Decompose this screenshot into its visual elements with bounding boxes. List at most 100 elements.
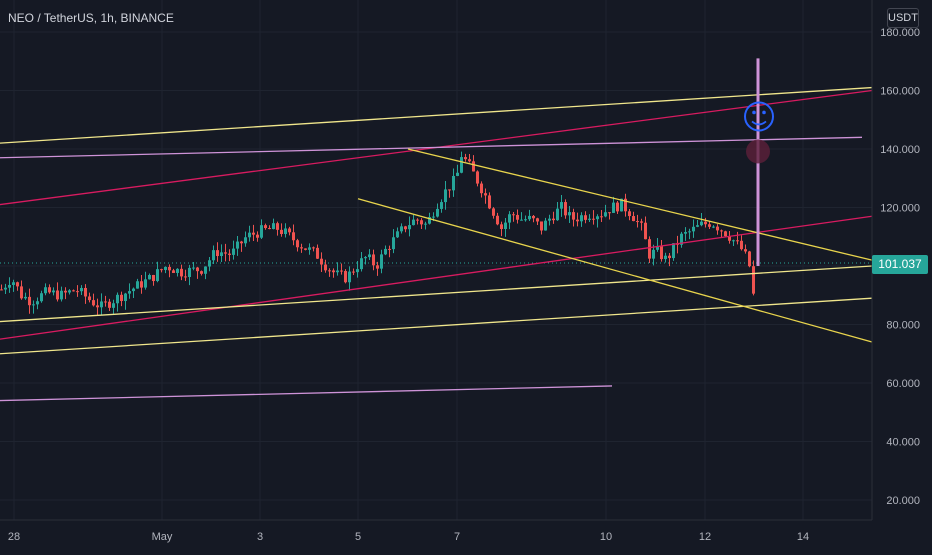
candle-body bbox=[396, 231, 399, 238]
candle-body bbox=[344, 271, 347, 283]
candle-body bbox=[76, 291, 79, 293]
candle-body bbox=[588, 218, 591, 220]
candle-body bbox=[56, 290, 59, 300]
candle-body bbox=[112, 303, 115, 308]
candle-body bbox=[524, 219, 527, 221]
candle-body bbox=[36, 301, 39, 305]
candle-body bbox=[84, 287, 87, 297]
x-tick-label: 28 bbox=[8, 531, 20, 543]
candle-body bbox=[704, 221, 707, 225]
candle-body bbox=[140, 281, 143, 288]
candle-body bbox=[100, 301, 103, 308]
candle-body bbox=[568, 212, 571, 216]
candle-body bbox=[96, 305, 99, 308]
candle-body bbox=[432, 216, 435, 218]
candle-body bbox=[708, 224, 711, 227]
currency-button[interactable]: USDT bbox=[887, 8, 919, 28]
candle-body bbox=[728, 236, 731, 241]
candle-body bbox=[620, 198, 623, 212]
candle-body bbox=[380, 254, 383, 269]
candle-body bbox=[300, 247, 303, 249]
candle-body bbox=[700, 221, 703, 226]
candle-body bbox=[288, 228, 291, 233]
trendline[interactable] bbox=[0, 265, 873, 323]
candle-body bbox=[8, 284, 11, 288]
candle-body bbox=[68, 290, 71, 293]
drawings-layer[interactable] bbox=[0, 58, 873, 402]
candle-body bbox=[664, 255, 667, 260]
candle-body bbox=[372, 254, 375, 266]
candle-body bbox=[164, 266, 167, 270]
candle-body bbox=[136, 281, 139, 289]
candle-body bbox=[736, 240, 739, 242]
candle-body bbox=[536, 218, 539, 222]
candle-body bbox=[12, 282, 15, 285]
y-tick-label: 20.000 bbox=[886, 495, 920, 507]
candle-body bbox=[576, 219, 579, 222]
x-tick-label: 14 bbox=[797, 531, 809, 543]
candle-body bbox=[428, 217, 431, 224]
candle-body bbox=[724, 231, 727, 237]
candle-body bbox=[364, 257, 367, 259]
candle-body bbox=[532, 215, 535, 219]
candle-body bbox=[628, 211, 631, 217]
candle-body bbox=[500, 224, 503, 229]
candle-body bbox=[228, 253, 231, 255]
trendline[interactable] bbox=[0, 385, 613, 402]
candle-body bbox=[32, 304, 35, 306]
candle-body bbox=[688, 231, 691, 233]
candle-body bbox=[192, 267, 195, 269]
candle-body bbox=[312, 247, 315, 249]
candle-body bbox=[752, 266, 755, 294]
candle-body bbox=[256, 234, 259, 238]
candle-body bbox=[252, 232, 255, 235]
candle-body bbox=[144, 279, 147, 288]
candle-body bbox=[304, 248, 307, 250]
candle-body bbox=[668, 255, 671, 259]
x-tick-label: May bbox=[152, 531, 173, 543]
smiley-face-icon[interactable] bbox=[744, 101, 774, 132]
candle-body bbox=[456, 172, 459, 176]
smiley-mouth-icon bbox=[751, 120, 767, 126]
candle-body bbox=[504, 222, 507, 229]
candle-body bbox=[660, 245, 663, 260]
candle-body bbox=[680, 233, 683, 245]
candle-body bbox=[656, 245, 659, 250]
x-tick-label: 7 bbox=[454, 531, 460, 543]
symbol-title: NEO / TetherUS, 1h, BINANCE bbox=[8, 11, 174, 25]
candle-body bbox=[720, 230, 723, 232]
candle-body bbox=[560, 202, 563, 209]
trendline[interactable] bbox=[0, 136, 863, 159]
candle-body bbox=[272, 223, 275, 230]
candle-body bbox=[640, 221, 643, 223]
candle-body bbox=[564, 202, 567, 216]
candle-body bbox=[168, 266, 171, 271]
candle-body bbox=[296, 240, 299, 248]
candle-body bbox=[44, 287, 47, 294]
candle-body bbox=[604, 212, 607, 217]
candle-body bbox=[408, 225, 411, 230]
trendline[interactable] bbox=[407, 148, 873, 261]
candle-body bbox=[412, 219, 415, 226]
candle-body bbox=[748, 251, 751, 267]
candle-body bbox=[572, 212, 575, 220]
candle-body bbox=[216, 250, 219, 257]
y-tick-label: 40.000 bbox=[886, 437, 920, 449]
candle-body bbox=[480, 183, 483, 194]
candle-body bbox=[520, 219, 523, 221]
candle-body bbox=[548, 218, 551, 221]
trendline[interactable] bbox=[0, 297, 873, 355]
trendline[interactable] bbox=[0, 215, 873, 340]
candle-body bbox=[308, 247, 311, 250]
candle-body bbox=[424, 223, 427, 225]
trendline[interactable] bbox=[357, 198, 873, 343]
candle-body bbox=[484, 193, 487, 196]
y-tick-label: 160.000 bbox=[880, 86, 920, 98]
candle-body bbox=[528, 215, 531, 220]
candle-body bbox=[224, 252, 227, 254]
trendline[interactable] bbox=[0, 86, 873, 144]
candle-body bbox=[556, 208, 559, 221]
